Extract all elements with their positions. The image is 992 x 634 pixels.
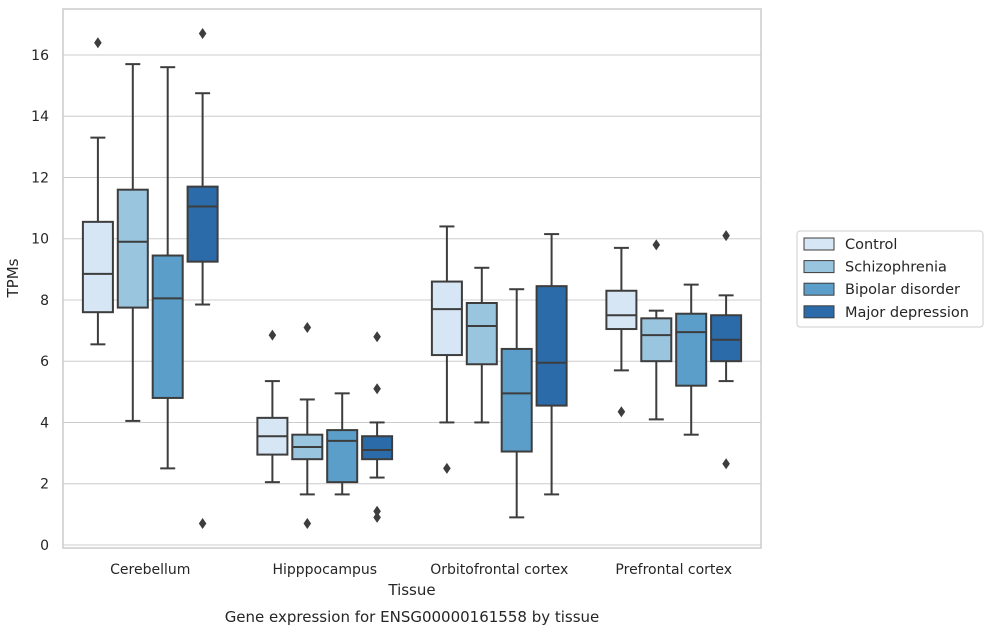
box-body — [640, 317, 673, 363]
box-body — [116, 188, 149, 309]
y-tick-label-2: 2 — [40, 477, 49, 493]
box-body — [500, 347, 533, 453]
outlier-point-0 — [303, 518, 312, 529]
outlier-point-2 — [373, 383, 381, 395]
box-body — [465, 302, 498, 366]
box-2-1 — [465, 266, 498, 424]
y-tick-label-12: 12 — [31, 170, 49, 186]
box-body — [186, 185, 219, 263]
outlier-point-0 — [652, 239, 661, 251]
outlier-point-1 — [303, 322, 312, 333]
outlier-point-0 — [94, 37, 102, 49]
outlier-point-1 — [373, 505, 381, 517]
y-tick-label-16: 16 — [31, 48, 49, 64]
outlier-point-0 — [268, 329, 277, 341]
x-axis-ticks: Cerebellum Hipppocampus Orbitofrontal cort… — [110, 562, 732, 578]
y-tick-label-14: 14 — [31, 109, 49, 125]
x-axis-label: Tissue — [387, 581, 435, 599]
legend-label-3: Major depression — [845, 305, 969, 321]
box-1-0 — [256, 329, 289, 484]
y-tick-label-10: 10 — [31, 232, 49, 248]
box-body — [81, 220, 114, 314]
box-1-3 — [361, 331, 394, 523]
legend-swatch-2 — [803, 282, 835, 296]
box-1-1 — [291, 322, 324, 529]
legend-label-2: Bipolar disorder — [845, 282, 960, 298]
box-plot-boxes — [81, 28, 743, 529]
box-body — [605, 289, 638, 331]
legend: Control Schizophrenia Bipolar disorder Majo… — [796, 230, 984, 328]
box-0-2 — [151, 66, 184, 470]
outlier-point-0 — [373, 511, 381, 523]
y-tick-label-4: 4 — [40, 415, 49, 431]
box-3-2 — [675, 283, 708, 436]
x-tick-label-2: Orbitofrontal cortex — [430, 562, 568, 578]
outlier-point-3 — [373, 331, 381, 343]
x-tick-label-0: Cerebellum — [110, 562, 190, 578]
box-0-3 — [186, 28, 219, 529]
box-body — [535, 285, 568, 407]
box-3-1 — [640, 239, 673, 421]
legend-swatch-3 — [803, 305, 835, 319]
y-axis-ticks: 0 2 4 6 8 10 12 14 16 — [31, 48, 49, 554]
box-body — [675, 312, 708, 387]
box-0-0 — [81, 37, 114, 346]
y-tick-label-8: 8 — [40, 293, 49, 309]
chart-title: Gene expression for ENSG00000161558 by t… — [225, 608, 600, 626]
box-3-3 — [710, 230, 743, 470]
legend-label-0: Control — [845, 237, 897, 253]
outlier-point-0 — [722, 458, 730, 470]
box-1-2 — [326, 392, 359, 496]
y-tick-label-0: 0 — [40, 538, 49, 554]
outlier-point-1 — [198, 28, 207, 39]
box-body — [151, 254, 184, 399]
x-tick-label-3: Prefrontal cortex — [615, 562, 732, 578]
outlier-point-1 — [722, 230, 730, 242]
x-tick-label-1: Hipppocampus — [272, 562, 377, 578]
box-body — [326, 429, 359, 484]
box-body — [430, 280, 463, 357]
y-axis-label: TPMs — [4, 258, 22, 298]
outlier-point-0 — [443, 462, 451, 474]
plot-frame — [62, 8, 762, 549]
box-body — [361, 435, 394, 461]
box-2-2 — [500, 288, 533, 519]
outlier-point-0 — [198, 518, 207, 529]
outlier-point-0 — [617, 406, 626, 418]
legend-frame — [796, 230, 984, 328]
box-body — [710, 314, 743, 363]
box-2-0 — [430, 225, 463, 474]
box-0-1 — [116, 63, 149, 422]
legend-label-1: Schizophrenia — [845, 260, 947, 276]
legend-swatch-0 — [803, 237, 835, 251]
legend-swatch-1 — [803, 260, 835, 274]
box-3-0 — [605, 246, 638, 418]
y-tick-label-6: 6 — [40, 354, 49, 370]
box-2-3 — [535, 233, 568, 496]
